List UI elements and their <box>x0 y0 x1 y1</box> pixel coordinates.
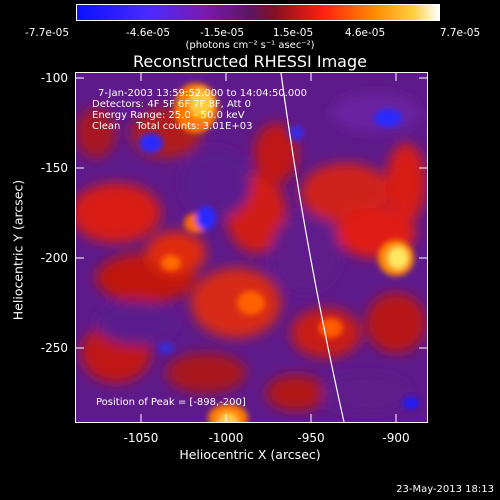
y-tick-label: -250 <box>40 341 68 355</box>
y-tick-label: -200 <box>40 251 68 265</box>
x-tick-label: -950 <box>297 431 325 445</box>
y-tick-label: -100 <box>40 71 68 85</box>
plot-frame <box>75 72 428 423</box>
x-axis-label: Heliocentric X (arcsec) <box>179 447 321 462</box>
x-tick-label: -1050 <box>123 431 159 445</box>
x-tick-label: -1000 <box>208 431 244 445</box>
info-detectors: Detectors: 4F 5F 6F 7F 8F, Att 0 <box>92 99 252 110</box>
colorbar <box>76 4 440 21</box>
colorbar-tick: -7.7e-05 <box>24 27 70 39</box>
info-algorithm: Clean Total counts: 3.01E+03 <box>92 121 253 132</box>
datestamp: 23-May-2013 18:13 <box>396 484 494 495</box>
info-energy: Energy Range: 25.0 - 50.0 keV <box>92 110 245 121</box>
colorbar-tick: -4.6e-05 <box>125 27 171 39</box>
peak-position: Position of Peak = [-898,-200] <box>96 397 246 408</box>
y-tick-label: -150 <box>40 161 68 175</box>
colorbar-tick: 1.5e-05 <box>272 27 314 39</box>
y-axis-label: Heliocentric Y (arcsec) <box>10 179 26 321</box>
colorbar-units: (photons cm⁻² s⁻¹ asec⁻²) <box>185 40 315 51</box>
x-tick-label: -900 <box>382 431 410 445</box>
info-time: 7-Jan-2003 13:59:52.000 to 14:04:50.000 <box>98 88 307 99</box>
rhessi-image-map <box>76 73 427 422</box>
colorbar-tick: 7.7e-05 <box>439 27 481 39</box>
colorbar-tick: 4.6e-05 <box>344 27 386 39</box>
image-title: Reconstructed RHESSI Image <box>133 52 367 71</box>
colorbar-tick: -1.5e-05 <box>199 27 245 39</box>
